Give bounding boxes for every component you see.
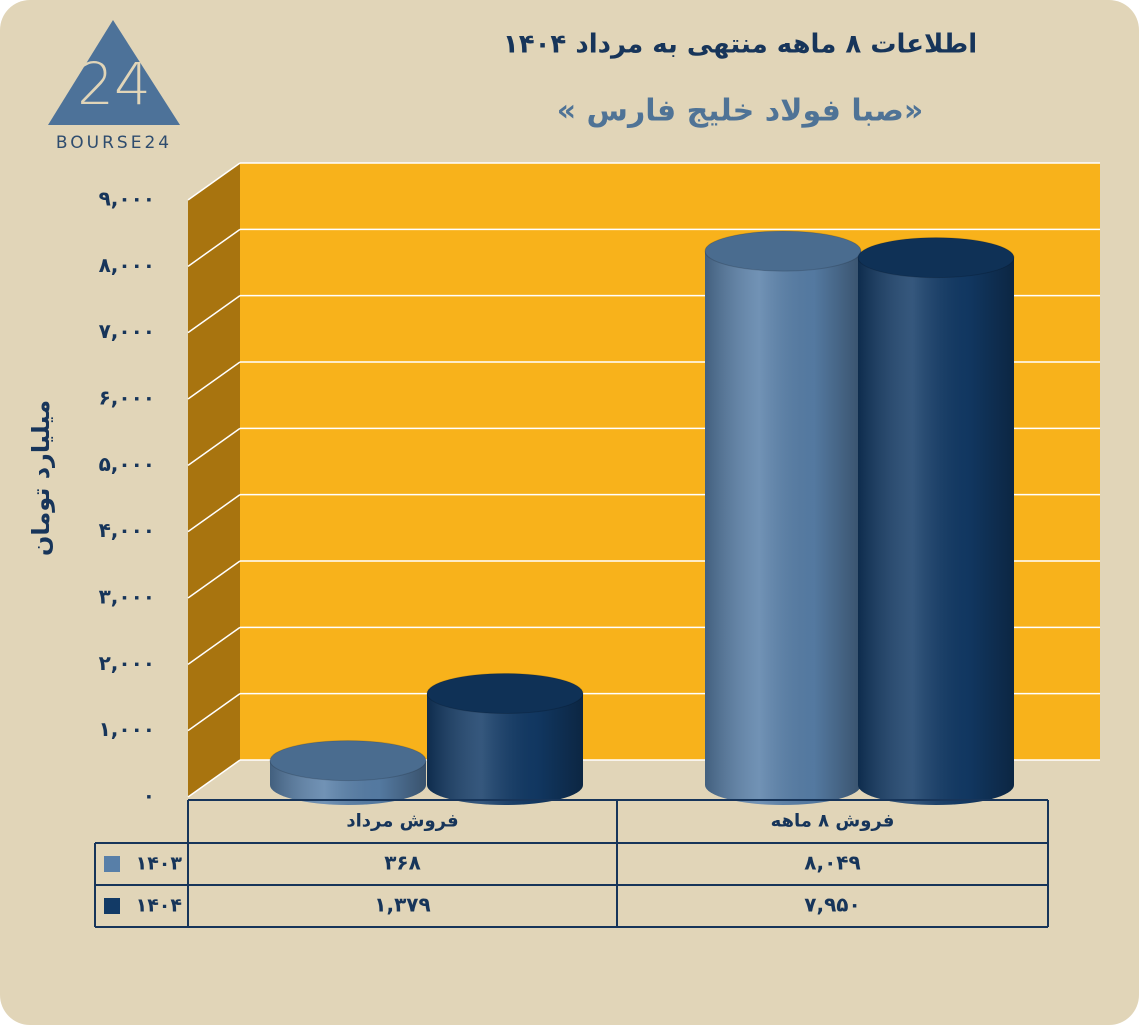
- cylinder: [704, 230, 862, 805]
- x-tick-label: فروش مرداد: [346, 811, 458, 832]
- legend-label: ۱۴۰۳: [136, 853, 183, 875]
- cylinder-top: [426, 673, 584, 715]
- logo-triangle: [48, 20, 180, 125]
- cylinder-top-shade: [858, 237, 1014, 278]
- side-grid-line: [187, 693, 241, 732]
- side-grid-line: [187, 162, 241, 201]
- side-grid-line: [187, 228, 241, 267]
- cylinder-top: [269, 740, 427, 782]
- chart-subtitle: «صبا فولاد خلیج فارس »: [557, 94, 924, 129]
- side-grid-line: [187, 427, 241, 466]
- y-tick-label: ۴,۰۰۰: [99, 518, 155, 542]
- y-tick-label: ۰: [143, 784, 155, 808]
- y-tick-label: ۵,۰۰۰: [99, 452, 155, 476]
- side-grid-line: [187, 295, 241, 334]
- y-tick-label: ۶,۰۰۰: [99, 386, 155, 410]
- logo-mark: 24: [77, 50, 151, 118]
- side-wall: [188, 163, 240, 797]
- side-grid-line: [187, 626, 241, 665]
- y-tick-label: ۷,۰۰۰: [99, 319, 155, 343]
- y-tick-label: ۹,۰۰۰: [99, 187, 155, 211]
- cylinder-top-shade: [427, 673, 583, 714]
- side-grid-line: [187, 361, 241, 400]
- value-label: ۳۶۸: [384, 851, 421, 875]
- logo-text: BOURSE24: [56, 133, 172, 153]
- value-label: ۱,۳۷۹: [374, 893, 430, 917]
- legend-swatch: [104, 856, 120, 872]
- y-tick-label: ۸,۰۰۰: [99, 253, 155, 277]
- legend-swatch: [104, 898, 120, 914]
- value-label: ۸,۰۴۹: [804, 851, 860, 875]
- y-tick-label: ۲,۰۰۰: [99, 651, 155, 675]
- side-grid-line: [187, 759, 241, 798]
- cylinder: [269, 740, 427, 805]
- cylinder-top-shade: [705, 231, 861, 272]
- x-tick-label: فروش ۸ ماهه: [771, 811, 895, 832]
- cylinder-top: [704, 230, 862, 272]
- side-grid-line: [187, 494, 241, 533]
- y-tick-label: ۳,۰۰۰: [99, 585, 155, 609]
- legend-label: ۱۴۰۴: [136, 895, 182, 917]
- cylinder-shade: [427, 693, 583, 805]
- y-axis-label: میلیارد تومان: [27, 400, 55, 556]
- y-tick-label: ۱,۰۰۰: [99, 717, 155, 741]
- cylinder-top-shade: [270, 740, 426, 781]
- cylinder-shade: [858, 257, 1014, 805]
- cylinder: [857, 237, 1015, 805]
- chart-title: اطلاعات ۸ ماهه منتهی به مرداد ۱۴۰۴: [503, 30, 977, 60]
- cylinder: [426, 673, 584, 805]
- cylinder-top: [857, 237, 1015, 279]
- side-grid-line: [187, 560, 241, 599]
- cylinder-shade: [705, 251, 861, 805]
- value-label: ۷,۹۵۰: [804, 893, 860, 917]
